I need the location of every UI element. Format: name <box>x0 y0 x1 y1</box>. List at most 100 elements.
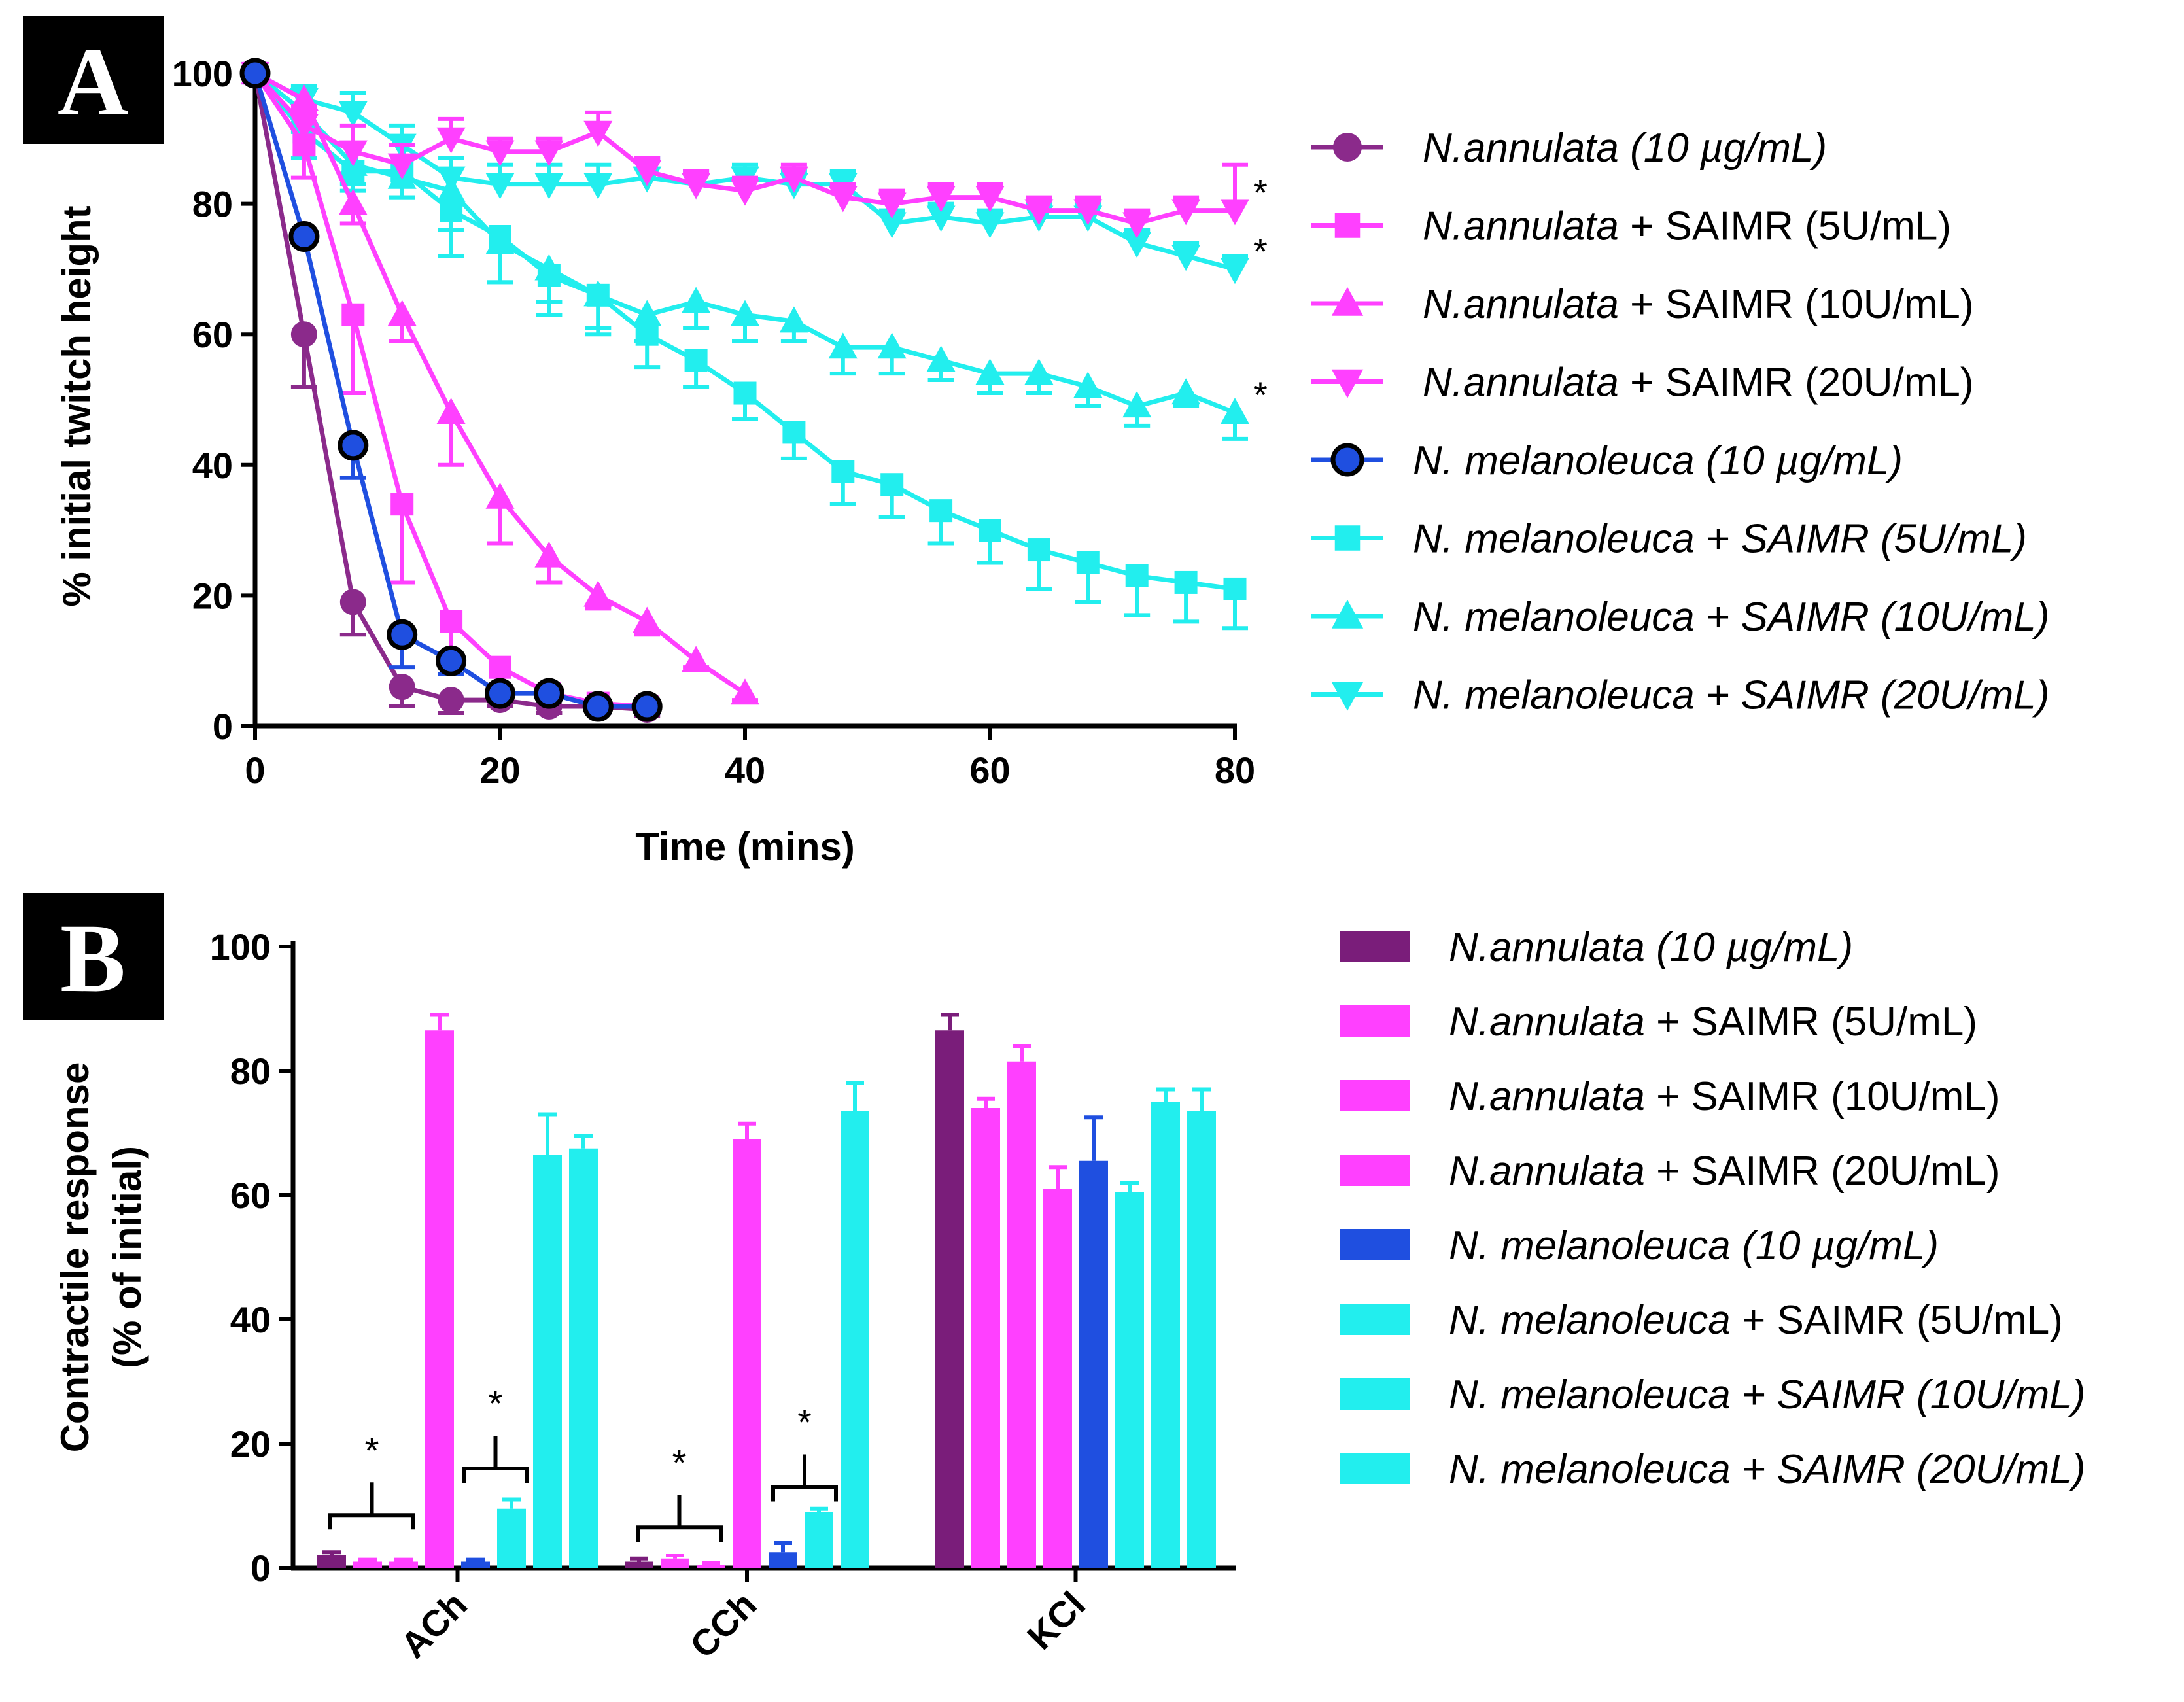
category-label-ach: ACh <box>392 1584 475 1666</box>
data-point <box>583 120 613 147</box>
legend-item-n-melanoleuca-saimr-5u-ml: N. melanoleuca + SAIMR (5U/mL) <box>1311 517 2027 562</box>
y-axis-title-line2: (% of initial) <box>105 1146 149 1368</box>
x-tick-label: 0 <box>245 750 265 791</box>
bar-group-kcl <box>935 1013 1216 1568</box>
legend-label-italic: N.annulata <box>1423 204 1619 249</box>
data-point <box>534 140 564 167</box>
y-tick-label: 0 <box>251 1548 271 1589</box>
data-point <box>731 300 759 326</box>
data-point <box>586 283 610 307</box>
bar-n-annulata-saimr-10u-ml <box>1007 1061 1036 1568</box>
bracket-line <box>636 1525 723 1542</box>
data-point <box>436 175 466 202</box>
data-point <box>389 674 415 701</box>
legend-label-italic: N.annulata <box>1423 282 1619 327</box>
legend-marker <box>1331 369 1364 398</box>
data-point <box>288 221 320 252</box>
legend-label: N.annulata + SAIMR (10U/mL) <box>1449 1074 2000 1119</box>
data-point <box>1171 199 1201 226</box>
legend-label-plain: + SAIMR (5U/mL) <box>1645 999 1977 1045</box>
legend-item-n-annulata-saimr-20u-ml: N.annulata + SAIMR (20U/mL) <box>1340 1149 2000 1194</box>
data-point <box>682 287 711 313</box>
data-point <box>440 199 463 222</box>
data-point <box>731 678 759 705</box>
data-point <box>1171 245 1201 271</box>
legend-label-italic: N.annulata (10 µg/mL) <box>1449 925 1853 970</box>
data-point <box>1122 232 1152 258</box>
bar-n-annulata-saimr-20u-ml <box>733 1139 761 1568</box>
legend-label: N. melanoleuca (10 µg/mL) <box>1413 438 1903 483</box>
legend-marker <box>1331 599 1364 629</box>
significance-star: * <box>1253 230 1268 271</box>
data-point <box>1073 372 1103 398</box>
panel-b-letter: B <box>60 904 126 1013</box>
panel-b-letter-box <box>23 893 164 1020</box>
legend-marker <box>1334 213 1361 238</box>
x-tick-label: 40 <box>725 750 765 791</box>
data-point <box>684 349 708 372</box>
legend-marker <box>1334 525 1361 551</box>
legend-label: N. melanoleuca + SAIMR (10U/mL) <box>1449 1372 2085 1417</box>
legend-label: N.annulata + SAIMR (10U/mL) <box>1423 282 1974 327</box>
legend-label: N.annulata + SAIMR (5U/mL) <box>1449 999 1977 1045</box>
data-point <box>1076 551 1100 574</box>
data-point <box>782 421 806 444</box>
legend-swatch <box>1340 931 1410 962</box>
bar-n-melanoleuca-saimr-5u-ml <box>1115 1192 1144 1568</box>
x-tick-label: 60 <box>969 750 1010 791</box>
bar-n-annulata-10-g-ml <box>625 1561 653 1568</box>
legend-item-n-annulata-10-g-ml: N.annulata (10 µg/mL) <box>1340 925 1853 970</box>
data-point <box>631 691 663 722</box>
bar-n-melanoleuca-10-g-ml <box>1079 1160 1108 1568</box>
bracket-line <box>462 1467 529 1483</box>
data-point <box>438 687 464 714</box>
data-point <box>635 322 659 346</box>
legend-swatch <box>1340 1453 1410 1484</box>
legend-swatch <box>1340 1304 1410 1335</box>
data-point <box>926 186 956 213</box>
legend-label-plain: + SAIMR (10U/mL) <box>1619 282 1974 327</box>
legend-label-italic: N. melanoleuca + SAIMR (5U/mL) <box>1413 517 2027 562</box>
data-point <box>1221 199 1249 226</box>
data-point <box>682 173 711 200</box>
x-tick-label: 20 <box>479 750 520 791</box>
data-point <box>582 691 614 722</box>
data-point <box>779 166 808 193</box>
data-point <box>292 133 316 157</box>
data-point <box>1174 570 1198 594</box>
bar-n-annulata-saimr-20u-ml <box>1043 1189 1072 1568</box>
legend-item-n-annulata-saimr-5u-ml: N.annulata + SAIMR (5U/mL) <box>1340 999 1977 1045</box>
bar-n-annulata-10-g-ml <box>317 1555 346 1568</box>
data-point <box>440 610 463 633</box>
data-point <box>975 358 1005 385</box>
legend-item-n-annulata-saimr-10u-ml: N.annulata + SAIMR (10U/mL) <box>1311 282 1974 327</box>
legend-label-plain: + SAIMR (20U/mL) <box>1619 360 1974 406</box>
data-point <box>975 186 1005 213</box>
data-point <box>436 645 467 676</box>
legend-label: N. melanoleuca + SAIMR (5U/mL) <box>1413 517 2027 562</box>
y-tick-label: 60 <box>192 314 233 355</box>
legend-label: N.annulata + SAIMR (20U/mL) <box>1423 360 1974 406</box>
legend-item-n-annulata-saimr-20u-ml: N.annulata + SAIMR (20U/mL) <box>1311 360 1974 406</box>
legend-label-italic: N. melanoleuca <box>1449 1298 1731 1343</box>
bar-n-melanoleuca-saimr-5u-ml <box>805 1512 833 1568</box>
data-point <box>1221 258 1249 285</box>
data-point <box>485 140 515 167</box>
data-point <box>485 678 515 709</box>
data-point <box>1171 378 1201 405</box>
panel-b-plot: * * * * <box>317 1013 1216 1568</box>
legend-label-italic: N. melanoleuca (10 µg/mL) <box>1449 1223 1939 1268</box>
data-point <box>485 482 515 509</box>
y-tick-label: 80 <box>192 184 233 225</box>
data-point <box>289 84 319 111</box>
data-point <box>1024 358 1054 385</box>
panel-a-legend: N.annulata (10 µg/mL) N.annulata + SAIMR … <box>1311 126 2049 718</box>
legend-item-n-annulata-10-g-ml: N.annulata (10 µg/mL) <box>1311 126 1827 171</box>
data-point <box>1073 199 1103 226</box>
data-point <box>1027 538 1050 562</box>
bar-n-melanoleuca-10-g-ml <box>769 1552 797 1568</box>
legend-swatch <box>1340 1378 1410 1410</box>
legend-marker <box>1330 443 1364 477</box>
legend-label: N. melanoleuca (10 µg/mL) <box>1449 1223 1939 1268</box>
panel-a: A 0 20 40 60 80 100 0 20 40 60 80 Time (mins) % init… <box>23 16 2049 869</box>
